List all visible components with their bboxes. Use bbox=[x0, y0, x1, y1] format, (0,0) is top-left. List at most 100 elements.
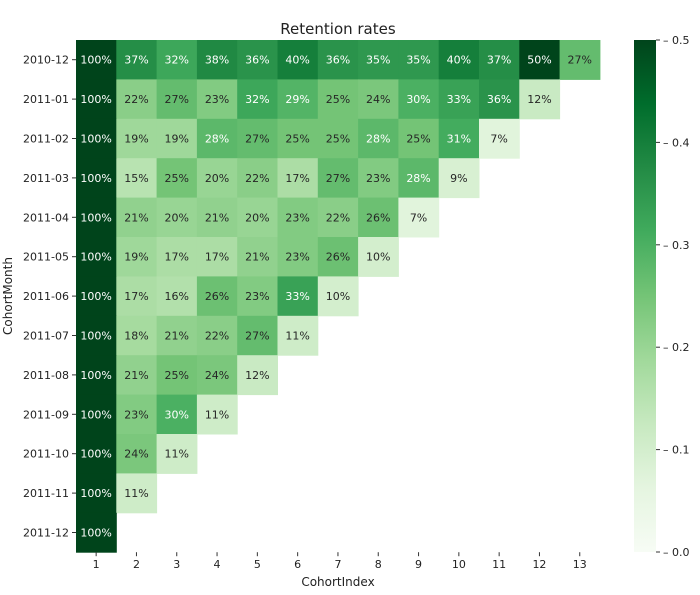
heatmap-cell bbox=[116, 434, 158, 474]
heatmap-cell bbox=[358, 40, 399, 80]
heatmap-cell bbox=[76, 118, 117, 159]
cell-labels: 100% 37% 32% 38% 36% 40% 36% 35% 35% 40% 37% 50% 27%… bbox=[80, 54, 592, 540]
heatmap-cell bbox=[237, 355, 278, 396]
heatmap-cell bbox=[317, 79, 359, 120]
y-tick-label: 2011-06 bbox=[23, 290, 69, 303]
cell-value-label: 31% bbox=[447, 133, 471, 146]
cell-value-label: 19% bbox=[165, 133, 189, 146]
cell-value-label: 50% bbox=[527, 54, 551, 67]
heatmap-cell bbox=[237, 315, 278, 356]
heatmap-cell bbox=[237, 276, 278, 317]
heatmap-cell bbox=[438, 158, 480, 199]
cell-value-label: 20% bbox=[245, 211, 269, 224]
cell-value-label: 30% bbox=[165, 408, 189, 421]
heatmap-cell bbox=[438, 79, 480, 120]
heatmap-cell bbox=[156, 197, 198, 238]
heatmap-cell bbox=[237, 158, 278, 199]
heatmap-cell bbox=[277, 197, 319, 238]
cell-value-label: 12% bbox=[527, 93, 551, 106]
cell-value-label: 27% bbox=[326, 172, 350, 185]
cell-value-label: 23% bbox=[205, 93, 229, 106]
x-tick-label: 13 bbox=[573, 558, 587, 571]
heatmap-cell bbox=[196, 158, 238, 199]
cell-value-label: 26% bbox=[326, 251, 350, 264]
heatmap-cell bbox=[317, 158, 359, 199]
heatmap-cell bbox=[196, 40, 238, 80]
x-tick-label: 3 bbox=[173, 558, 180, 571]
cell-value-label: 19% bbox=[124, 251, 148, 264]
heatmap-cell bbox=[358, 197, 399, 238]
cell-value-label: 21% bbox=[124, 369, 148, 382]
cell-value-label: 22% bbox=[205, 330, 229, 343]
x-tick-label: 7 bbox=[334, 558, 341, 571]
heatmap-cell bbox=[196, 197, 238, 238]
cell-value-label: 18% bbox=[124, 330, 148, 343]
heatmap-cell bbox=[358, 237, 399, 277]
colorbar-tick-label: – 0.5 bbox=[663, 34, 690, 47]
heatmap-cell bbox=[317, 118, 359, 159]
x-tick-label: 9 bbox=[415, 558, 422, 571]
heatmap-cell bbox=[438, 118, 480, 159]
heatmap-cell bbox=[116, 237, 158, 277]
heatmap-cell bbox=[156, 394, 198, 435]
x-tick-label: 10 bbox=[452, 558, 466, 571]
cell-value-label: 100% bbox=[80, 527, 111, 540]
heatmap-cell bbox=[76, 197, 117, 238]
heatmap-cell bbox=[277, 158, 319, 199]
y-tick-label: 2010-12 bbox=[23, 54, 69, 67]
cell-value-label: 100% bbox=[80, 93, 111, 106]
y-axis-label: CohortMonth bbox=[1, 257, 15, 335]
cell-value-label: 27% bbox=[165, 93, 189, 106]
cell-value-label: 100% bbox=[80, 211, 111, 224]
cell-value-label: 36% bbox=[326, 54, 350, 67]
heatmap-cell bbox=[479, 118, 520, 159]
cell-value-label: 23% bbox=[366, 172, 390, 185]
cell-value-label: 21% bbox=[245, 251, 269, 264]
heatmap-cell bbox=[196, 394, 238, 435]
heatmap-cell bbox=[76, 394, 117, 435]
heatmap-cell bbox=[116, 394, 158, 435]
cell-value-label: 20% bbox=[205, 172, 229, 185]
cell-value-label: 24% bbox=[205, 369, 229, 382]
cell-value-label: 38% bbox=[205, 54, 229, 67]
cell-value-label: 7% bbox=[490, 133, 507, 146]
cell-value-label: 33% bbox=[447, 93, 471, 106]
heatmap-cell bbox=[398, 79, 440, 120]
heatmap-cell bbox=[196, 355, 238, 396]
heatmap-cell bbox=[277, 40, 319, 80]
heatmap-cell bbox=[398, 158, 440, 199]
heatmap-cell bbox=[76, 473, 117, 514]
heatmap-cell bbox=[156, 434, 198, 474]
colorbar-tick-labels: – 0.0 – 0.1 – 0.2 – 0.3 – 0.4 – 0.5 bbox=[656, 34, 690, 559]
cell-value-label: 23% bbox=[245, 290, 269, 303]
cell-value-label: 22% bbox=[245, 172, 269, 185]
heatmap-cell bbox=[156, 158, 198, 199]
heatmap-cell bbox=[277, 237, 319, 277]
cell-value-label: 35% bbox=[406, 54, 430, 67]
cell-value-label: 23% bbox=[285, 211, 309, 224]
cell-value-label: 100% bbox=[80, 369, 111, 382]
heatmap-cell bbox=[76, 237, 117, 277]
cell-value-label: 36% bbox=[487, 93, 511, 106]
cell-value-label: 28% bbox=[406, 172, 430, 185]
cell-value-label: 30% bbox=[406, 93, 430, 106]
cell-value-label: 26% bbox=[205, 290, 229, 303]
cell-value-label: 26% bbox=[366, 211, 390, 224]
cell-value-label: 11% bbox=[124, 487, 148, 500]
heatmap-cell bbox=[277, 315, 319, 356]
cell-value-label: 32% bbox=[245, 93, 269, 106]
heatmap-cell bbox=[358, 118, 399, 159]
heatmap-cell bbox=[237, 40, 278, 80]
y-tick-label: 2011-01 bbox=[23, 93, 69, 106]
heatmap-cell bbox=[196, 315, 238, 356]
cell-value-label: 28% bbox=[366, 133, 390, 146]
cell-value-label: 29% bbox=[285, 93, 309, 106]
y-tick-label: 2011-04 bbox=[23, 211, 69, 224]
x-tick-label: 2 bbox=[133, 558, 140, 571]
heatmap-cell bbox=[116, 355, 158, 396]
cell-value-label: 100% bbox=[80, 290, 111, 303]
cell-value-label: 28% bbox=[205, 133, 229, 146]
cell-value-label: 16% bbox=[165, 290, 189, 303]
heatmap-cell bbox=[76, 355, 117, 396]
cell-value-label: 100% bbox=[80, 487, 111, 500]
